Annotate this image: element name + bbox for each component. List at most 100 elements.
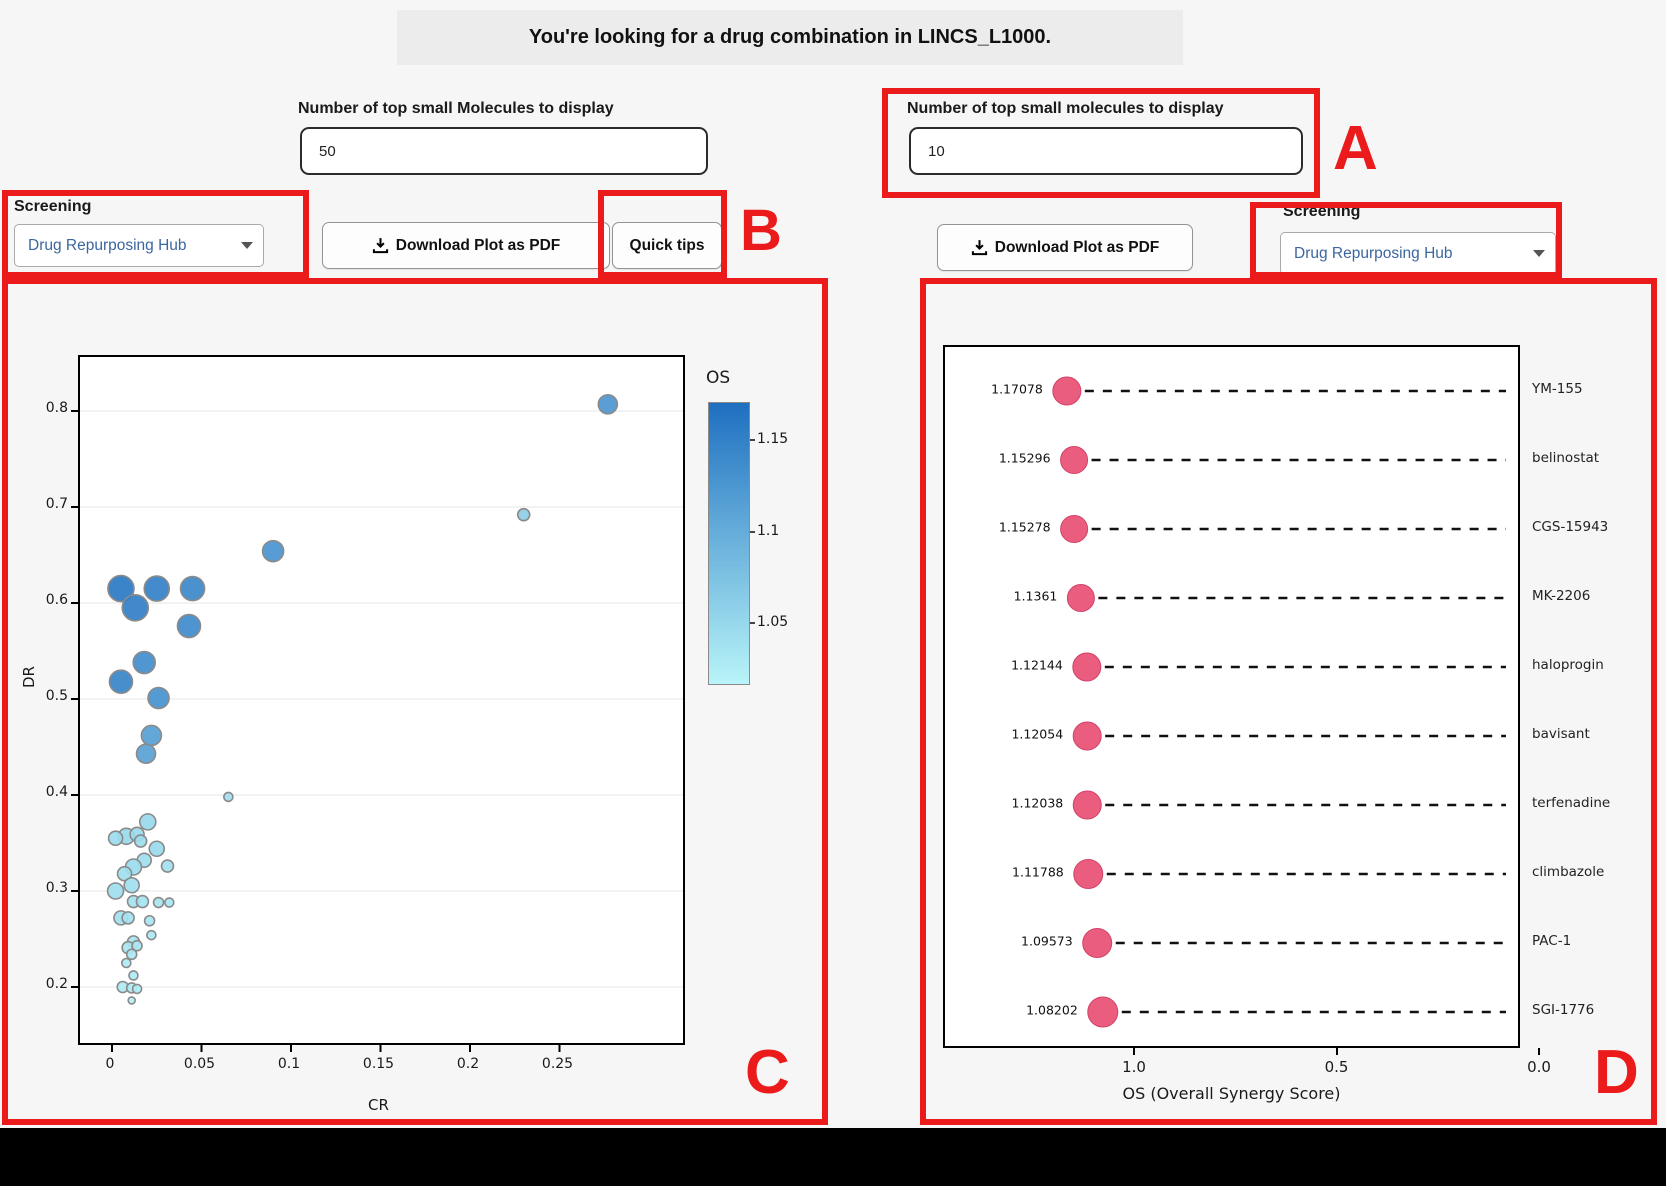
lollipop-dot[interactable] — [1087, 996, 1119, 1028]
scatter-ytick-label: 0.6 — [45, 592, 68, 608]
scatter-point[interactable] — [261, 539, 285, 563]
right-screening-label: Screening — [1283, 203, 1361, 220]
lollipop-dot[interactable] — [1066, 584, 1095, 612]
scatter-point[interactable] — [125, 948, 138, 961]
lollipop-value: 1.08202 — [1026, 1002, 1078, 1018]
scatter-point[interactable] — [140, 724, 163, 747]
lollipop-dot[interactable] — [1072, 721, 1102, 751]
scatter-point[interactable] — [139, 813, 157, 831]
scatter-point[interactable] — [179, 575, 206, 602]
scatter-ytick-label: 0.2 — [45, 976, 68, 992]
scatter-point[interactable] — [123, 876, 140, 894]
scatter-point[interactable] — [146, 929, 157, 941]
lollipop-dot[interactable] — [1052, 376, 1082, 406]
lollipop-tick-mark — [1133, 1048, 1135, 1055]
scatter-point[interactable] — [148, 840, 166, 858]
scatter-ylabel: DR — [19, 666, 38, 688]
scatter-point[interactable] — [127, 996, 136, 1005]
scatter-point[interactable] — [133, 834, 148, 848]
colorbar-title: OS — [706, 368, 731, 388]
annotation-letter-d: D — [1594, 1038, 1639, 1107]
lollipop-name: terfenadine — [1532, 795, 1611, 811]
lollipop-name: SGI-1776 — [1532, 1002, 1595, 1018]
scatter-point[interactable] — [163, 897, 175, 908]
right-molecules-input[interactable]: 10 — [909, 127, 1303, 175]
lollipop-value: 1.17078 — [991, 381, 1043, 397]
scatter-point[interactable] — [597, 393, 619, 415]
scatter-point[interactable] — [516, 507, 531, 522]
lollipop-tick-mark — [1335, 1048, 1338, 1055]
scatter-point[interactable] — [121, 911, 135, 925]
scatter-point[interactable] — [152, 896, 165, 909]
scatter-point[interactable] — [121, 957, 132, 969]
download-icon — [372, 238, 388, 254]
lollipop-xtick-label: 0.5 — [1324, 1058, 1349, 1076]
colorbar — [708, 402, 750, 685]
lollipop-dot[interactable] — [1060, 446, 1089, 474]
scatter-xtick-label: 0.1 — [277, 1056, 301, 1072]
scatter-plot-panel — [71, 355, 685, 1052]
annotation-letter-a: A — [1333, 114, 1378, 183]
scatter-point[interactable] — [135, 743, 157, 765]
scatter-point[interactable] — [106, 882, 125, 900]
lollipop-dot[interactable] — [1060, 515, 1089, 543]
lollipop-xtick-label: 1.0 — [1122, 1058, 1146, 1076]
scatter-point[interactable] — [176, 613, 202, 639]
left-download-pdf-button[interactable]: Download Plot as PDF — [322, 222, 610, 269]
lollipop-value: 1.12038 — [1011, 795, 1064, 811]
scatter-xtick-label: 0.2 — [456, 1056, 480, 1072]
scatter-point[interactable] — [160, 859, 175, 873]
left-screening-dropdown[interactable]: Drug Repurposing Hub — [14, 224, 264, 267]
lollipop-name: belinostat — [1532, 450, 1600, 466]
scatter-xlabel: CR — [368, 1096, 389, 1114]
lollipop-dot[interactable] — [1082, 928, 1113, 958]
scatter-point[interactable] — [143, 914, 156, 927]
scatter-point[interactable] — [143, 575, 171, 602]
lollipop-plot — [1052, 376, 1506, 1028]
left-screening-label: Screening — [14, 198, 92, 215]
colorbar-tick-mark — [750, 530, 755, 533]
scatter-point[interactable] — [121, 594, 150, 622]
scatter-ytick-label: 0.4 — [45, 784, 68, 800]
scatter-point[interactable] — [107, 830, 124, 847]
lollipop-value: 1.15278 — [998, 519, 1051, 535]
scatter-point[interactable] — [223, 791, 234, 803]
colorbar-tick-label: 1.15 — [757, 431, 789, 448]
quick-tips-button[interactable]: Quick tips — [612, 222, 722, 269]
scatter-point[interactable] — [116, 865, 133, 882]
download-icon — [971, 240, 987, 256]
colorbar-tick-mark — [750, 439, 755, 442]
scatter-point[interactable] — [131, 939, 143, 952]
scatter-point[interactable] — [135, 894, 150, 909]
left-molecules-value: 50 — [319, 142, 336, 160]
scatter-point[interactable] — [128, 970, 139, 981]
scatter-xtick-label: 0.15 — [362, 1056, 395, 1072]
lollipop-dot[interactable] — [1072, 652, 1102, 682]
left-molecules-input[interactable]: 50 — [300, 127, 708, 175]
scatter-point[interactable] — [108, 669, 134, 695]
lollipop-value: 1.12054 — [1011, 726, 1064, 742]
scatter-xtick-label: 0.25 — [541, 1056, 574, 1072]
scatter-xtick-label: 0.05 — [183, 1056, 216, 1072]
scatter-ytick-label: 0.5 — [45, 688, 68, 704]
right-download-pdf-label: Download Plot as PDF — [994, 238, 1160, 256]
scatter-point[interactable] — [147, 686, 170, 710]
left-download-pdf-label: Download Plot as PDF — [395, 236, 561, 254]
right-screening-dropdown[interactable]: Drug Repurposing Hub — [1280, 232, 1556, 275]
colorbar-tick-mark — [750, 621, 755, 624]
scatter-point[interactable] — [107, 574, 135, 603]
lollipop-name: MK-2206 — [1532, 588, 1591, 604]
chevron-down-icon — [241, 242, 253, 249]
scatter-point[interactable] — [131, 983, 143, 995]
lollipop-value: 1.09573 — [1021, 933, 1073, 949]
left-molecules-label: Number of top small Molecules to display — [298, 100, 614, 117]
lollipop-tick-mark — [1538, 1048, 1540, 1055]
lollipop-dot[interactable] — [1072, 790, 1102, 820]
lollipop-dot[interactable] — [1073, 859, 1104, 889]
lollipop-name: haloprogin — [1532, 657, 1604, 673]
scatter-xtick-label: 0 — [105, 1056, 115, 1072]
scatter-point[interactable] — [132, 650, 157, 675]
right-download-pdf-button[interactable]: Download Plot as PDF — [937, 224, 1193, 271]
lollipop-name: PAC-1 — [1532, 933, 1572, 949]
annotation-letter-c: C — [745, 1038, 790, 1107]
